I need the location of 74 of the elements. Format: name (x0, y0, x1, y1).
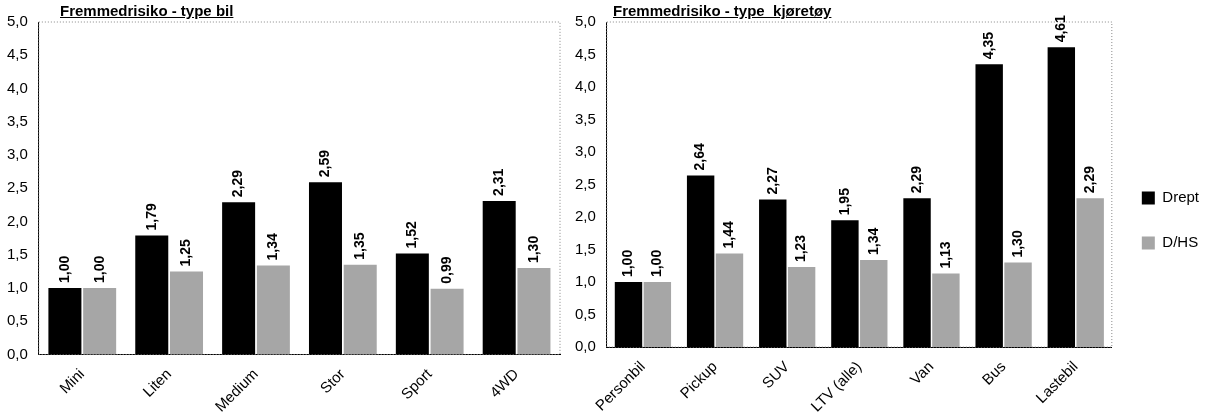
y-tick-label: 1,0 (574, 272, 596, 290)
legend-label: Drept (1162, 188, 1200, 206)
y-tick-label: 2,0 (6, 211, 28, 229)
bar (222, 202, 256, 355)
y-tick-label: 0,0 (574, 337, 596, 355)
x-tick-label: Van (906, 357, 937, 388)
data-label: 1,00 (648, 249, 665, 278)
y-tick-label: 4,5 (6, 45, 28, 63)
bar (430, 288, 464, 355)
data-label: 2,29 (229, 169, 246, 198)
bar (308, 182, 342, 355)
data-label: 1,44 (720, 221, 737, 249)
y-tick-label: 2,5 (574, 174, 596, 192)
data-label: 2,64 (691, 142, 708, 171)
bar (860, 259, 888, 348)
bar (517, 268, 551, 355)
bar (83, 288, 117, 355)
data-label: 1,23 (792, 234, 809, 263)
y-tick-label: 4,0 (6, 78, 28, 96)
y-tick-label: 4,0 (574, 77, 596, 95)
data-label: 1,95 (835, 187, 852, 216)
bar (343, 264, 377, 355)
bar (1004, 262, 1032, 348)
x-tick-label: Bus (978, 357, 1009, 388)
bar (256, 265, 290, 355)
data-label: 1,13 (936, 241, 953, 269)
data-label: 1,00 (619, 249, 636, 278)
data-label: 2,31 (490, 168, 507, 196)
bar (395, 253, 429, 355)
y-tick-label: 3,5 (574, 109, 596, 127)
y-tick-label: 1,5 (574, 239, 596, 257)
data-label: 2,29 (907, 165, 924, 194)
data-label: 4,61 (1052, 14, 1069, 43)
y-tick-label: 2,0 (574, 207, 596, 225)
data-label: 1,52 (403, 220, 420, 249)
data-label: 1,34 (264, 232, 281, 261)
data-label: 1,00 (90, 255, 107, 284)
y-tick-label: 3,0 (574, 142, 596, 160)
bar (48, 288, 82, 355)
bar (715, 253, 744, 348)
data-label: 1,34 (864, 227, 881, 255)
data-label: 2,59 (316, 149, 333, 178)
bar (135, 235, 169, 355)
data-label: 1,35 (351, 232, 368, 260)
y-tick-label: 1,0 (6, 278, 28, 296)
y-tick-label: 3,0 (6, 145, 28, 163)
y-tick-label: 1,5 (6, 244, 28, 262)
bar (170, 271, 204, 355)
data-label: 0,99 (437, 256, 454, 284)
chart-title: Fremmedrisiko - type kjøretøy (613, 2, 832, 19)
data-label: 1,30 (524, 235, 541, 264)
y-tick-label: 0,5 (574, 304, 596, 322)
data-label: 1,30 (1008, 230, 1025, 258)
data-label: 2,27 (763, 167, 780, 195)
legend-label: D/HS (1162, 233, 1199, 251)
data-label: 1,79 (142, 203, 159, 231)
bar (787, 267, 816, 348)
y-tick-label: 2,5 (6, 178, 28, 196)
bar (932, 273, 960, 348)
data-label: 1,25 (177, 238, 194, 267)
y-tick-label: 0,0 (6, 344, 28, 362)
bar (482, 200, 516, 355)
data-label: 4,35 (980, 31, 997, 60)
chart-title: Fremmedrisiko - type bil (60, 2, 234, 19)
x-tick-label: Stor (316, 364, 348, 397)
bar (643, 282, 672, 348)
y-tick-label: 5,0 (6, 12, 28, 30)
y-tick-label: 0,5 (6, 311, 28, 329)
y-tick-label: 4,5 (574, 44, 596, 62)
data-label: 2,29 (1081, 165, 1098, 194)
bar (1076, 198, 1104, 348)
data-label: 1,00 (55, 255, 72, 284)
y-tick-label: 5,0 (574, 12, 596, 30)
y-tick-label: 3,5 (6, 111, 28, 129)
